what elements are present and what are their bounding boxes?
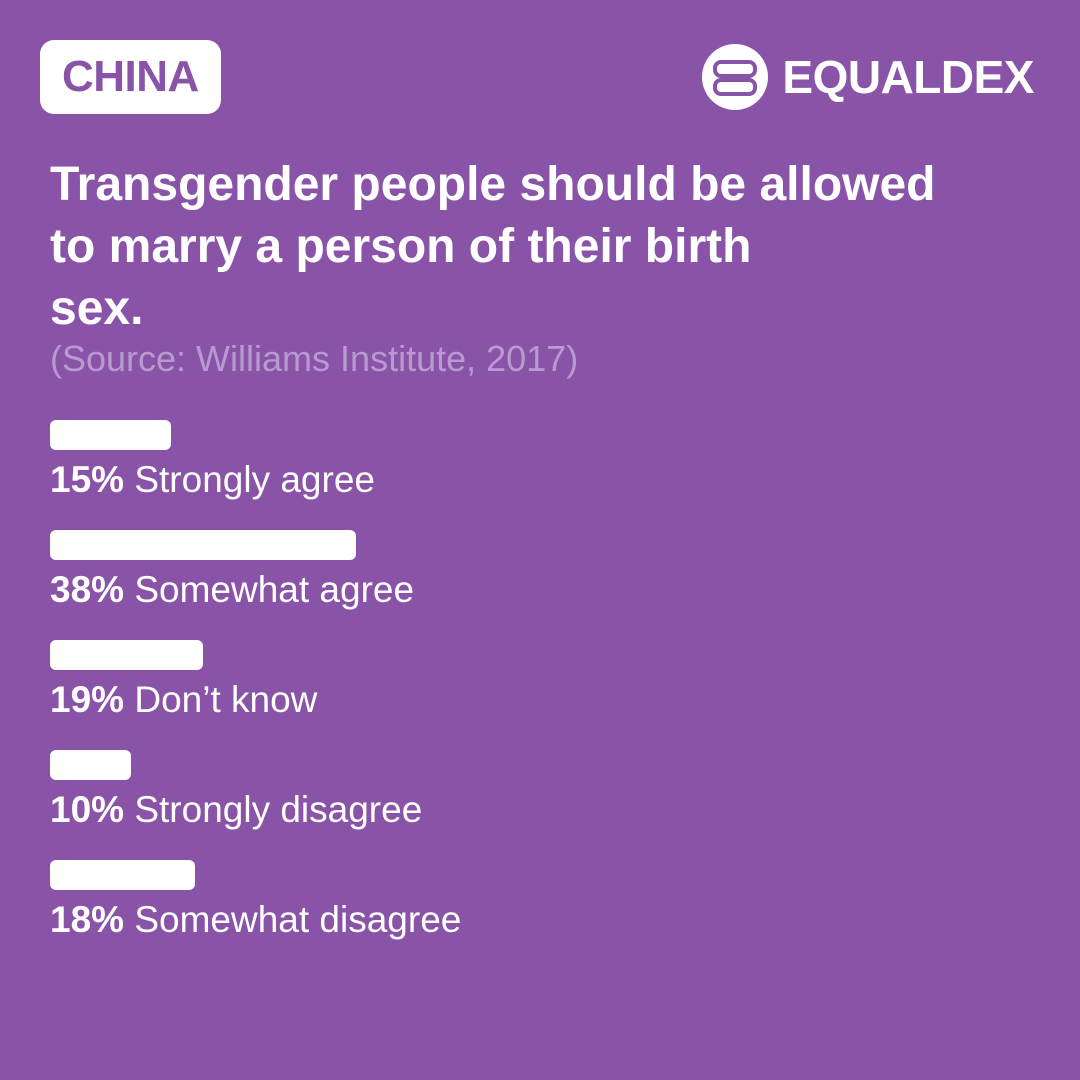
chart-row-label: 10% Strongly disagree	[50, 788, 422, 832]
chart-bar	[50, 640, 203, 670]
chart-bar	[50, 860, 195, 890]
equaldex-logo: EQUALDEX	[702, 44, 1034, 110]
chart-value-label: 19%	[50, 679, 125, 720]
chart-bar	[50, 420, 171, 450]
chart-value-label: 18%	[50, 899, 125, 940]
chart-bar	[50, 750, 131, 780]
chart-row-label: 15% Strongly agree	[50, 458, 375, 502]
question-title-line: Transgender people should be allowed	[50, 158, 936, 211]
chart-value-label: 38%	[50, 569, 125, 610]
question-title: Transgender people should be allowed to …	[50, 154, 1030, 340]
question-title-line: sex.	[50, 282, 144, 335]
chart-row-label: 38% Somewhat agree	[50, 568, 414, 612]
source-note: (Source: Williams Institute, 2017)	[50, 338, 579, 379]
chart-row-label: 18% Somewhat disagree	[50, 898, 461, 942]
country-badge: CHINA	[40, 40, 221, 114]
chart-value-label: 10%	[50, 789, 125, 830]
brand-name: EQUALDEX	[782, 51, 1034, 103]
equaldex-logo-icon	[702, 44, 769, 110]
chart-category-label: Strongly disagree	[134, 789, 423, 830]
chart-row-label: 19% Don’t know	[50, 678, 317, 722]
chart-value-label: 15%	[50, 459, 125, 500]
chart-category-label: Somewhat agree	[134, 569, 415, 610]
chart-bar	[50, 530, 356, 560]
question-title-line: to marry a person of their birth	[50, 220, 752, 273]
chart-category-label: Don’t know	[134, 679, 318, 720]
chart-category-label: Strongly agree	[134, 459, 375, 500]
country-name: CHINA	[62, 52, 199, 101]
chart-category-label: Somewhat disagree	[134, 899, 462, 940]
